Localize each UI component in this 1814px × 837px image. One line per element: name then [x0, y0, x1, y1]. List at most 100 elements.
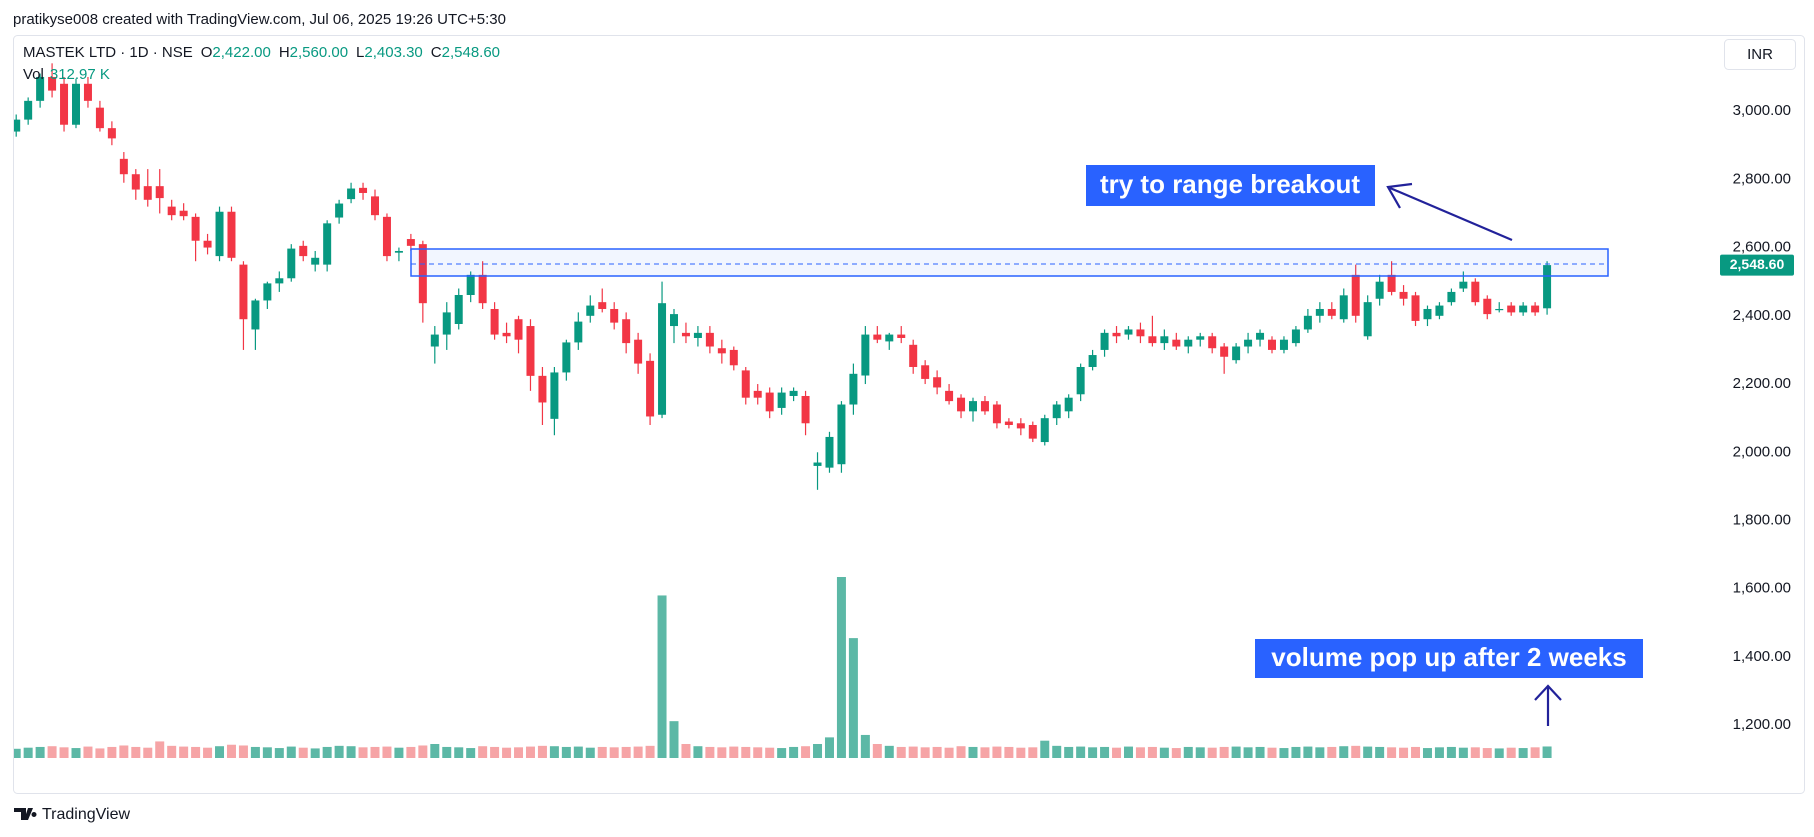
volume-bar — [1339, 746, 1349, 758]
candle-body — [789, 390, 798, 396]
volume-bar — [418, 745, 428, 758]
credit: pratikyse008 created with TradingView.co… — [13, 11, 506, 28]
range-box — [410, 248, 1609, 277]
candle-body — [1339, 295, 1348, 320]
currency-button[interactable] — [1724, 39, 1796, 70]
legend-key: O — [201, 44, 213, 61]
volume-bar — [836, 577, 846, 758]
candle-body — [526, 326, 535, 376]
candle-body — [95, 107, 104, 129]
candle-body — [980, 401, 989, 412]
currency-label[interactable]: INR — [1747, 46, 1773, 63]
volume-bar — [1255, 746, 1265, 758]
footer-logo: TradingView — [14, 806, 130, 823]
candle-body — [227, 211, 236, 258]
candle-body — [1232, 346, 1241, 361]
candle-body — [610, 308, 619, 323]
candle-body — [1100, 332, 1109, 350]
candle-body — [299, 245, 308, 257]
volume-bar — [1147, 746, 1157, 758]
volume-bar — [35, 746, 45, 758]
volume-bar — [1363, 746, 1373, 758]
legend-value: 2,548.60 — [442, 44, 500, 61]
candle-body — [825, 436, 834, 468]
volume-bar — [1171, 748, 1181, 758]
candle-body — [107, 128, 116, 139]
y-tick-label: 2,200.00 — [1733, 375, 1791, 392]
annotation-box — [1086, 165, 1375, 206]
volume-bar — [370, 746, 380, 758]
candle-body — [622, 319, 631, 344]
volume-bar — [1135, 747, 1145, 758]
volume-bar — [454, 747, 464, 758]
volume-bar — [549, 746, 559, 758]
candle-body — [14, 119, 21, 132]
legend-key: L — [356, 44, 364, 61]
chart-frame — [13, 35, 1805, 794]
volume-bar — [1470, 747, 1480, 758]
volume-bar — [478, 746, 488, 758]
candle-body — [514, 319, 523, 340]
volume-bar — [14, 748, 21, 758]
candle-body — [359, 187, 368, 193]
volume-bar — [633, 746, 643, 758]
candle-body — [1507, 305, 1516, 313]
arrow-head — [1534, 684, 1562, 701]
annotation-arrow — [1386, 182, 1513, 242]
volume-bar — [729, 746, 739, 758]
candle-body — [1160, 336, 1169, 344]
volume-bar — [944, 747, 954, 758]
volume-bar — [992, 746, 1002, 758]
candle-body — [1495, 308, 1504, 311]
legend-key: C — [431, 44, 442, 61]
volume-bar — [262, 747, 272, 758]
volume-bar — [1542, 746, 1552, 758]
volume-bar — [1064, 746, 1074, 758]
plot-area: 2025FebMarAprMayJunJul — [14, 63, 1552, 758]
volume-bar — [1399, 747, 1409, 758]
candle-body — [323, 223, 332, 265]
candle-body — [670, 314, 678, 327]
volume-bar — [1219, 746, 1229, 758]
candle-body — [191, 216, 200, 241]
candle-body — [801, 395, 810, 424]
volume-bar — [1016, 747, 1026, 758]
candle-body — [36, 76, 45, 101]
volume-bar — [1088, 747, 1098, 758]
candle-body — [1064, 397, 1073, 412]
candle-body — [1315, 308, 1324, 316]
candle-body — [1303, 315, 1312, 330]
volume-bar — [1518, 748, 1528, 758]
candle-body — [251, 300, 260, 330]
volume-bar — [1327, 746, 1337, 758]
candle-body — [239, 264, 248, 320]
volume-bar — [1231, 746, 1241, 758]
volume-bar — [226, 744, 236, 758]
candle-body — [430, 334, 439, 347]
candle-body — [1375, 281, 1384, 299]
candle-body — [347, 188, 356, 200]
candle-body — [729, 349, 738, 366]
candle-body — [1435, 305, 1444, 316]
candle-body — [1016, 423, 1025, 429]
candle-body — [394, 250, 403, 253]
candle-body — [705, 332, 714, 347]
candle-body — [992, 404, 1001, 424]
volume-bar — [382, 746, 392, 758]
candle-body — [837, 404, 846, 465]
volume-bar — [1494, 748, 1504, 758]
volume-bar — [1530, 747, 1540, 758]
volume-bar — [1004, 746, 1014, 758]
legend-symbol: MASTEK LTD · 1D · NSE — [23, 44, 193, 61]
candle-body — [897, 334, 906, 338]
candle-body — [1411, 295, 1420, 321]
candle-body — [1399, 291, 1408, 299]
volume-bar — [155, 741, 165, 758]
annotation-arrow — [1534, 684, 1562, 726]
candle-body — [406, 239, 415, 246]
candle-body — [765, 392, 774, 412]
candle-body — [24, 100, 33, 120]
brand: TradingView — [42, 806, 130, 823]
volume-bar — [1458, 747, 1468, 758]
candle-body — [849, 373, 858, 405]
